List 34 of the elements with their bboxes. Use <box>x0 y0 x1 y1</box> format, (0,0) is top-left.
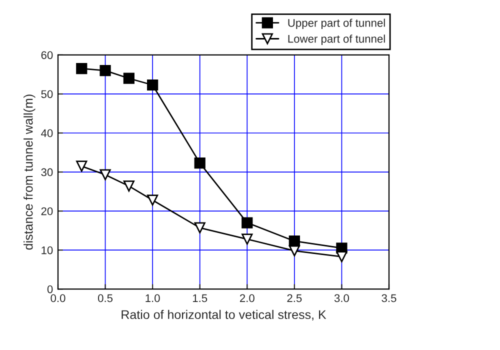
point <box>194 157 206 169</box>
point <box>147 79 158 91</box>
point <box>288 236 300 247</box>
x-tick-label: 1.0 <box>146 294 160 302</box>
point <box>76 63 88 74</box>
y-tick-label: 50 <box>41 90 53 98</box>
x-axis-title: Ratio of horizontal to vetical stress, K <box>122 310 326 321</box>
x-tick-label: 1.5 <box>192 294 208 302</box>
point <box>242 217 253 228</box>
point <box>76 160 88 172</box>
point <box>194 222 206 234</box>
point <box>100 65 111 76</box>
point <box>147 194 158 206</box>
point <box>288 245 300 256</box>
point <box>242 234 253 245</box>
y-tick-label: 10 <box>42 246 53 254</box>
point <box>123 180 134 192</box>
y-axis-title: distance from tunnel wall(m) <box>24 94 36 250</box>
x-tick-label: 0.0 <box>50 294 66 302</box>
x-tick-label: 3.0 <box>334 294 350 302</box>
y-tick-label: 40 <box>41 129 53 138</box>
point <box>100 169 111 180</box>
legend-label: Upper part of tunnel <box>288 18 385 30</box>
legend-label: Lower part of tunnel <box>288 34 385 45</box>
x-tick-label: 2.0 <box>240 294 254 302</box>
y-tick-label: 20 <box>41 207 53 216</box>
x-tick-label: 3.5 <box>382 294 396 302</box>
y-tick-label: 60 <box>41 51 53 60</box>
y-tick-label: 30 <box>41 168 53 176</box>
x-tick-label: 0.5 <box>98 294 113 302</box>
point <box>123 72 134 84</box>
point <box>336 251 348 262</box>
x-tick-label: 2.5 <box>287 294 302 302</box>
y-tick-label: 0 <box>47 285 53 294</box>
